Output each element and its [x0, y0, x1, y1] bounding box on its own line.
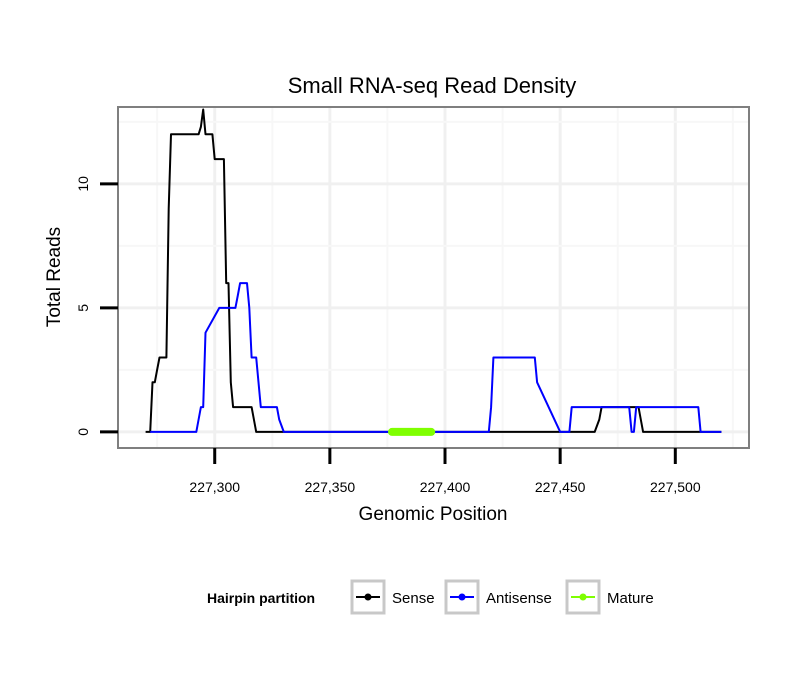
plot-background [118, 107, 749, 448]
legend-item-antisense: Antisense [444, 579, 552, 615]
series-line-sense [145, 108, 722, 433]
legend-label: Antisense [486, 590, 552, 607]
legend-label: Mature [607, 590, 654, 607]
y-axis: 0 5 10 [75, 176, 118, 436]
legend-key-point [364, 593, 372, 601]
y-axis-title: Total Reads [44, 227, 65, 327]
y-tick-label: 0 [75, 428, 91, 436]
series-layer [145, 108, 722, 436]
legend-key-point [579, 593, 587, 601]
plot-area [117, 106, 750, 449]
legend: Hairpin partition Sense Antisense Mature [207, 579, 654, 615]
x-tick-label: 227,300 [189, 479, 240, 495]
x-tick-label: 227,350 [305, 479, 356, 495]
x-tick-label: 227,400 [420, 479, 471, 495]
legend-label: Sense [392, 590, 435, 607]
legend-title: Hairpin partition [207, 590, 315, 606]
chart-title: Small RNA-seq Read Density [288, 73, 577, 98]
y-tick-label: 10 [75, 176, 91, 192]
legend-item-sense: Sense [350, 579, 435, 615]
x-tick-label: 227,450 [535, 479, 586, 495]
legend-key-box [565, 579, 601, 615]
legend-key-point [458, 593, 466, 601]
plot-border [117, 106, 750, 449]
legend-item-mature: Mature [565, 579, 654, 615]
x-tick-label: 227,500 [650, 479, 701, 495]
x-axis-title: Genomic Position [359, 504, 508, 525]
y-tick-label: 5 [75, 304, 91, 312]
grid [118, 107, 749, 448]
series-line-antisense [150, 282, 722, 433]
x-axis: 227,300 227,350 227,400 227,450 227,500 [189, 448, 701, 495]
